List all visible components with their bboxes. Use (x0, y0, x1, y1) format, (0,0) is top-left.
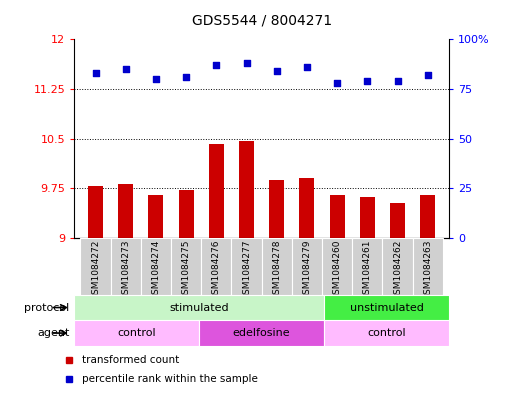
Bar (201, 238, 231, 295)
Point (182, 74, 190, 80)
Text: control: control (367, 328, 406, 338)
Point (212, 62, 221, 68)
Bar (74, 295, 324, 320)
Bar (179, 190, 194, 238)
Text: GSM1084277: GSM1084277 (242, 239, 251, 300)
Text: GSM1084279: GSM1084279 (303, 239, 311, 300)
Bar (390, 203, 405, 238)
Bar (231, 238, 262, 295)
Text: stimulated: stimulated (169, 303, 229, 312)
Bar (88, 186, 103, 238)
Point (91, 70, 100, 76)
Text: GSM1084272: GSM1084272 (91, 239, 100, 300)
Bar (269, 180, 284, 238)
Text: percentile rank within the sample: percentile rank within the sample (83, 374, 259, 384)
Point (303, 64, 311, 70)
Bar (148, 195, 164, 238)
Bar (209, 144, 224, 238)
Text: unstimulated: unstimulated (349, 303, 423, 312)
Bar (81, 238, 111, 295)
Bar (111, 238, 141, 295)
Bar (292, 238, 322, 295)
Bar (412, 238, 443, 295)
Text: GSM1084261: GSM1084261 (363, 239, 372, 300)
Text: agent: agent (37, 328, 69, 338)
Point (272, 68, 281, 74)
Text: protocol: protocol (24, 303, 69, 312)
Bar (352, 238, 382, 295)
Bar (329, 195, 345, 238)
Point (363, 78, 371, 84)
Bar (74, 320, 199, 346)
Bar (360, 197, 375, 238)
Text: transformed count: transformed count (83, 354, 180, 365)
Text: GSM1084275: GSM1084275 (182, 239, 191, 300)
Point (122, 66, 130, 72)
Point (333, 80, 341, 86)
Bar (324, 295, 449, 320)
Text: GSM1084274: GSM1084274 (151, 239, 161, 300)
Point (393, 78, 402, 84)
Bar (420, 195, 436, 238)
Point (152, 76, 160, 82)
Text: control: control (117, 328, 156, 338)
Bar (239, 141, 254, 238)
Text: GSM1084278: GSM1084278 (272, 239, 281, 300)
Bar (262, 238, 292, 295)
Bar (199, 320, 324, 346)
Text: GSM1084273: GSM1084273 (121, 239, 130, 300)
Text: GDS5544 / 8004271: GDS5544 / 8004271 (191, 14, 332, 28)
Text: GSM1084262: GSM1084262 (393, 239, 402, 300)
Bar (322, 238, 352, 295)
Bar (118, 184, 133, 238)
Point (243, 60, 251, 66)
Bar (171, 238, 201, 295)
Bar (324, 320, 449, 346)
Bar (382, 238, 412, 295)
Bar (141, 238, 171, 295)
Text: GSM1084263: GSM1084263 (423, 239, 432, 300)
Text: GSM1084260: GSM1084260 (332, 239, 342, 300)
Text: GSM1084276: GSM1084276 (212, 239, 221, 300)
Text: edelfosine: edelfosine (233, 328, 290, 338)
Bar (300, 178, 314, 238)
Point (424, 72, 432, 78)
